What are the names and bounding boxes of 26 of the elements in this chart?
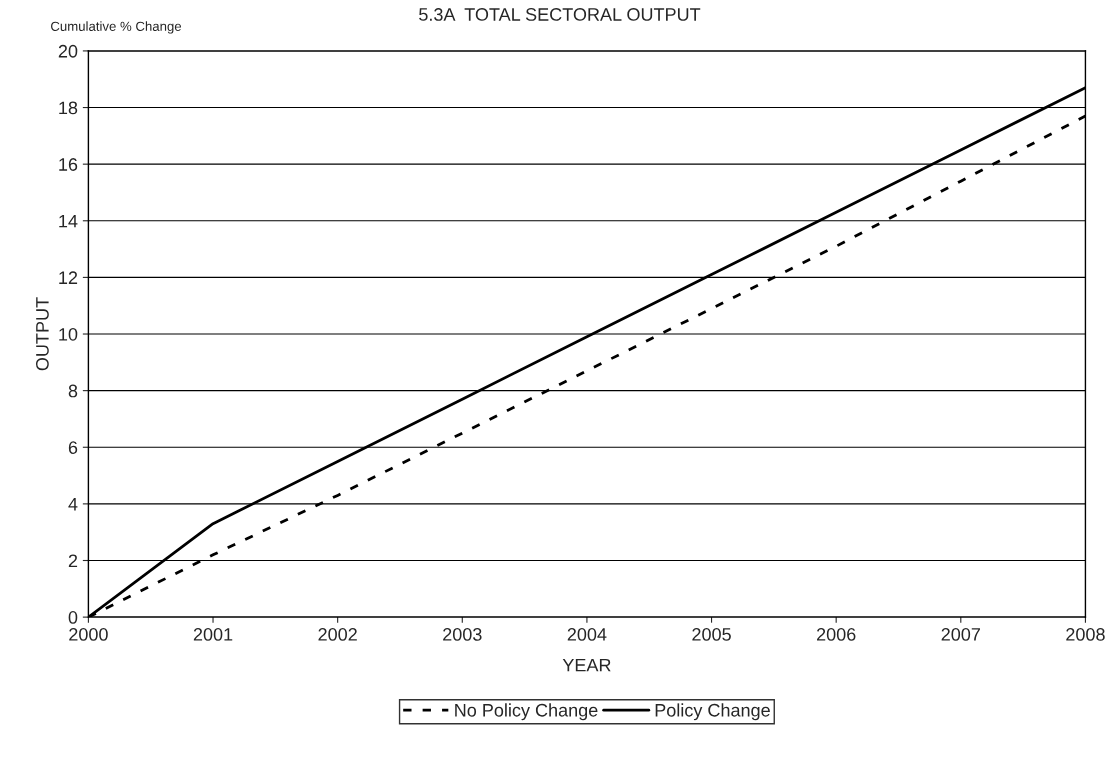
x-tick-label: 2002 bbox=[318, 628, 357, 641]
y-tick-label: 10 bbox=[59, 327, 78, 341]
legend-label: Policy Change bbox=[655, 703, 770, 721]
y-tick-label: 0 bbox=[68, 611, 78, 624]
y-tick-label: 8 bbox=[68, 384, 78, 398]
y-axis-title: OUTPUT bbox=[35, 297, 49, 371]
chart-title: 5.3A TOTAL SECTORAL OUTPUT bbox=[419, 8, 701, 21]
y-tick-label: 4 bbox=[68, 498, 78, 511]
y-tick-label: 14 bbox=[59, 214, 78, 228]
x-tick-label: 2005 bbox=[692, 628, 731, 641]
x-tick-label: 2007 bbox=[941, 628, 980, 641]
x-axis-title: YEAR bbox=[562, 658, 611, 672]
x-tick-label: 2006 bbox=[817, 628, 856, 641]
x-tick-label: 2001 bbox=[193, 628, 233, 641]
text: Cumulative % Change bbox=[51, 21, 182, 34]
y-tick-label: 6 bbox=[68, 441, 78, 454]
x-tick-label: 2000 bbox=[69, 628, 108, 641]
y-tick-label: 12 bbox=[59, 271, 78, 284]
y-tick-label: 16 bbox=[59, 158, 78, 171]
y-tick-label: 20 bbox=[58, 44, 78, 58]
x-tick-label: 2003 bbox=[443, 628, 482, 641]
x-tick-label: 2004 bbox=[567, 628, 607, 641]
y-tick-label: 18 bbox=[59, 101, 78, 115]
legend-label: No Policy Change bbox=[455, 703, 598, 721]
x-tick-label: 2008 bbox=[1066, 628, 1105, 641]
y-tick-label: 2 bbox=[68, 554, 78, 568]
